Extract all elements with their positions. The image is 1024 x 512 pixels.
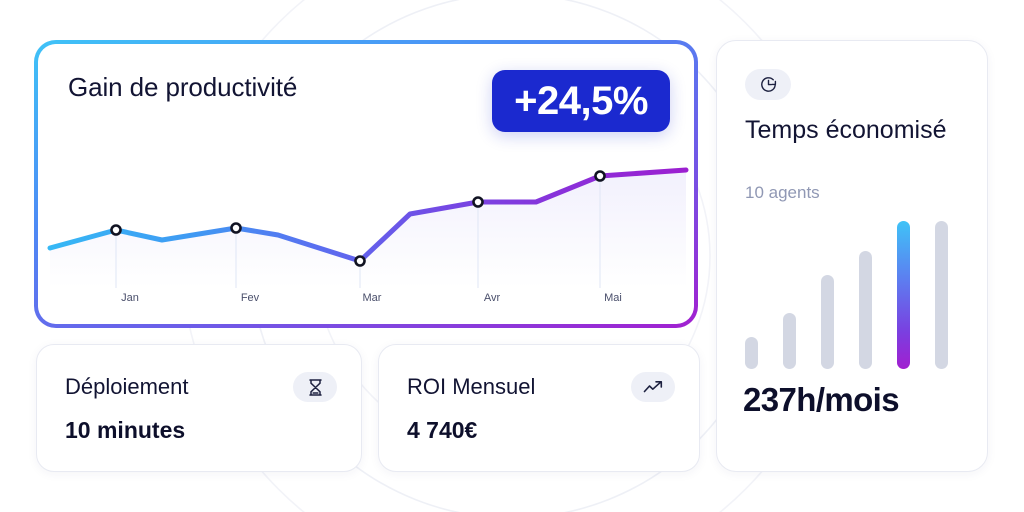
time-saved-subtitle: 10 agents [745,183,820,202]
productivity-gain-badge: +24,5% [492,70,670,132]
bar-4 [859,251,872,369]
chart-title: Gain de productivité [68,72,298,102]
time-saved-bar-chart [745,221,961,369]
roi-label: ROI Mensuel [407,374,536,399]
bar-5-highlight [897,221,910,369]
x-tick-mai: Mai [604,292,622,304]
line-chart [38,156,694,288]
roi-card: ROI Mensuel 4 740€ [378,344,700,472]
deployment-label: Déploiement [65,374,189,399]
chart-x-axis: Jan Fev Mar Avr Mai [38,292,694,312]
x-tick-avr: Avr [483,292,501,304]
hourglass-icon [293,372,337,402]
x-tick-fev: Fev [240,292,260,304]
time-saved-card: Temps économisé 10 agents 237h/mois [716,40,988,472]
chart-card-inner: Gain de productivité +24,5% [38,44,694,324]
roi-value: 4 740€ [407,417,478,443]
time-saved-title: Temps économisé [745,116,947,144]
clock-history-icon [745,69,791,100]
trending-up-icon [631,372,675,402]
bar-1 [745,337,758,369]
bar-6 [935,221,948,369]
x-tick-jan: Jan [121,292,139,304]
deployment-value: 10 minutes [65,417,186,443]
time-saved-value: 237h/mois [743,381,900,418]
deployment-card: Déploiement 10 minutes [36,344,362,472]
x-tick-mar: Mar [362,292,382,304]
bar-2 [783,313,796,369]
productivity-chart-card: Gain de productivité +24,5% [34,40,698,328]
bar-3 [821,275,834,369]
